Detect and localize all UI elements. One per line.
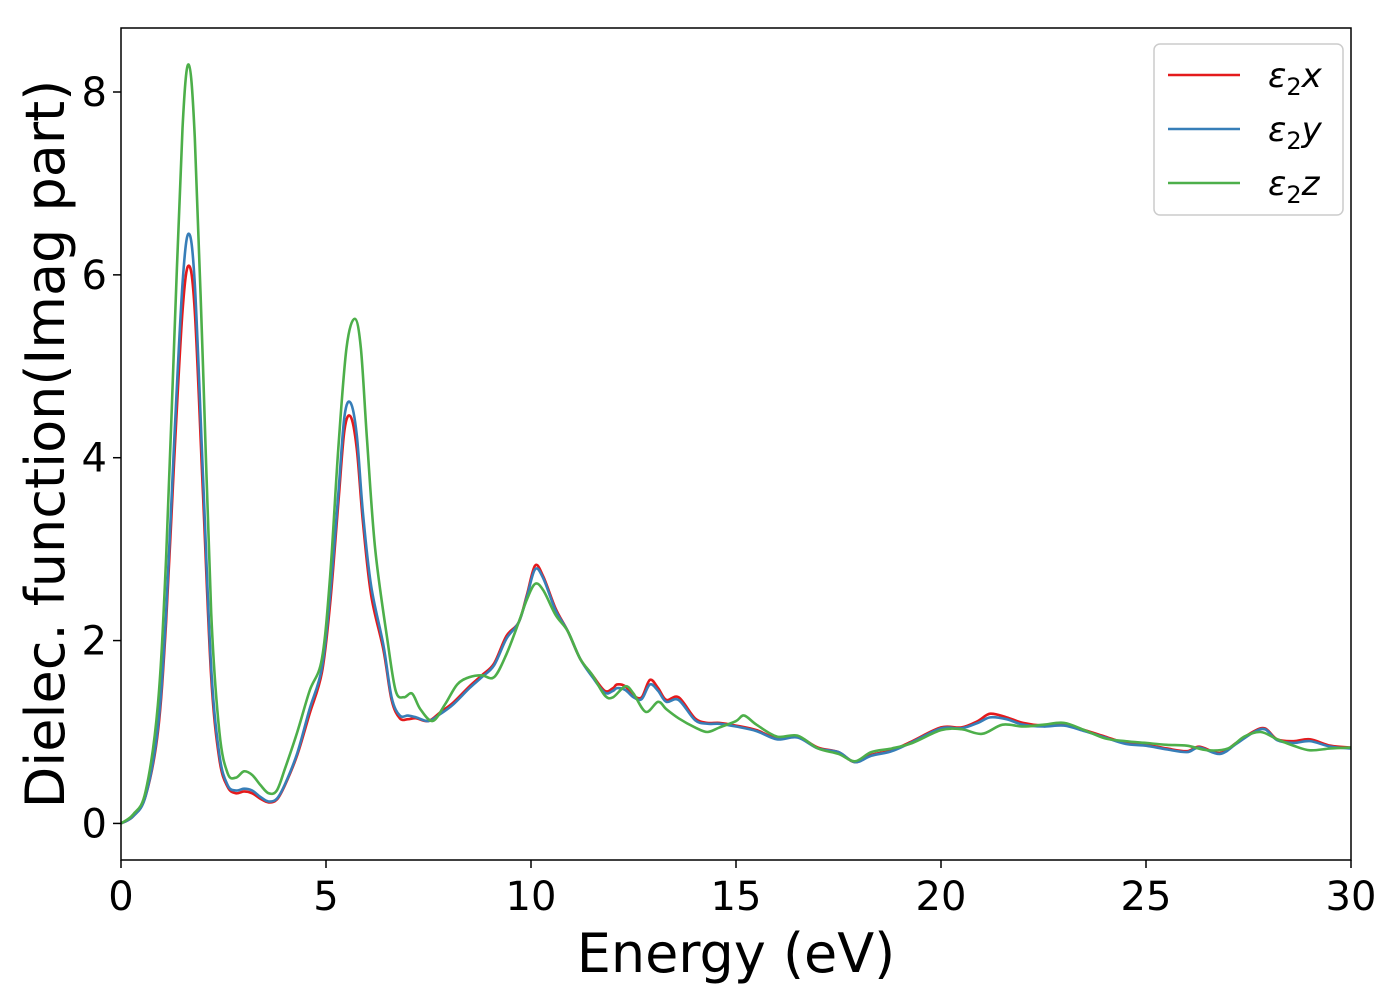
y-axis-label: Dielec. function(Imag part) (14, 80, 77, 809)
y-tick-label: 8 (82, 70, 107, 116)
x-tick-label: 20 (916, 874, 967, 920)
legend-box (1153, 43, 1344, 216)
x-axis-ticks: 0 5 10 15 20 25 30 (108, 860, 1376, 920)
legend-label: ε2y (1268, 110, 1323, 155)
legend: ε2x ε2y ε2z (1153, 43, 1344, 216)
x-tick-label: 5 (313, 874, 338, 920)
x-tick-label: 15 (711, 874, 762, 920)
y-tick-label: 2 (82, 619, 107, 665)
x-axis-label: Energy (eV) (577, 922, 896, 985)
series-layer (121, 63, 1351, 825)
series-line-x (121, 264, 1351, 825)
y-tick-label: 4 (82, 436, 107, 482)
series-line-z (121, 63, 1351, 825)
legend-label: ε2z (1268, 164, 1321, 209)
y-tick-label: 6 (82, 253, 107, 299)
x-tick-label: 10 (506, 874, 557, 920)
legend-item-y: ε2y (1168, 110, 1323, 155)
legend-label: ε2x (1268, 56, 1323, 101)
legend-item-x: ε2x (1168, 56, 1323, 101)
series-line-y (121, 232, 1351, 825)
x-tick-label: 0 (108, 874, 133, 920)
x-tick-label: 25 (1121, 874, 1172, 920)
x-tick-label: 30 (1326, 874, 1377, 920)
legend-item-z: ε2z (1168, 164, 1321, 209)
y-axis-ticks: 0 2 4 6 8 (82, 70, 121, 847)
y-tick-label: 0 (82, 801, 107, 847)
